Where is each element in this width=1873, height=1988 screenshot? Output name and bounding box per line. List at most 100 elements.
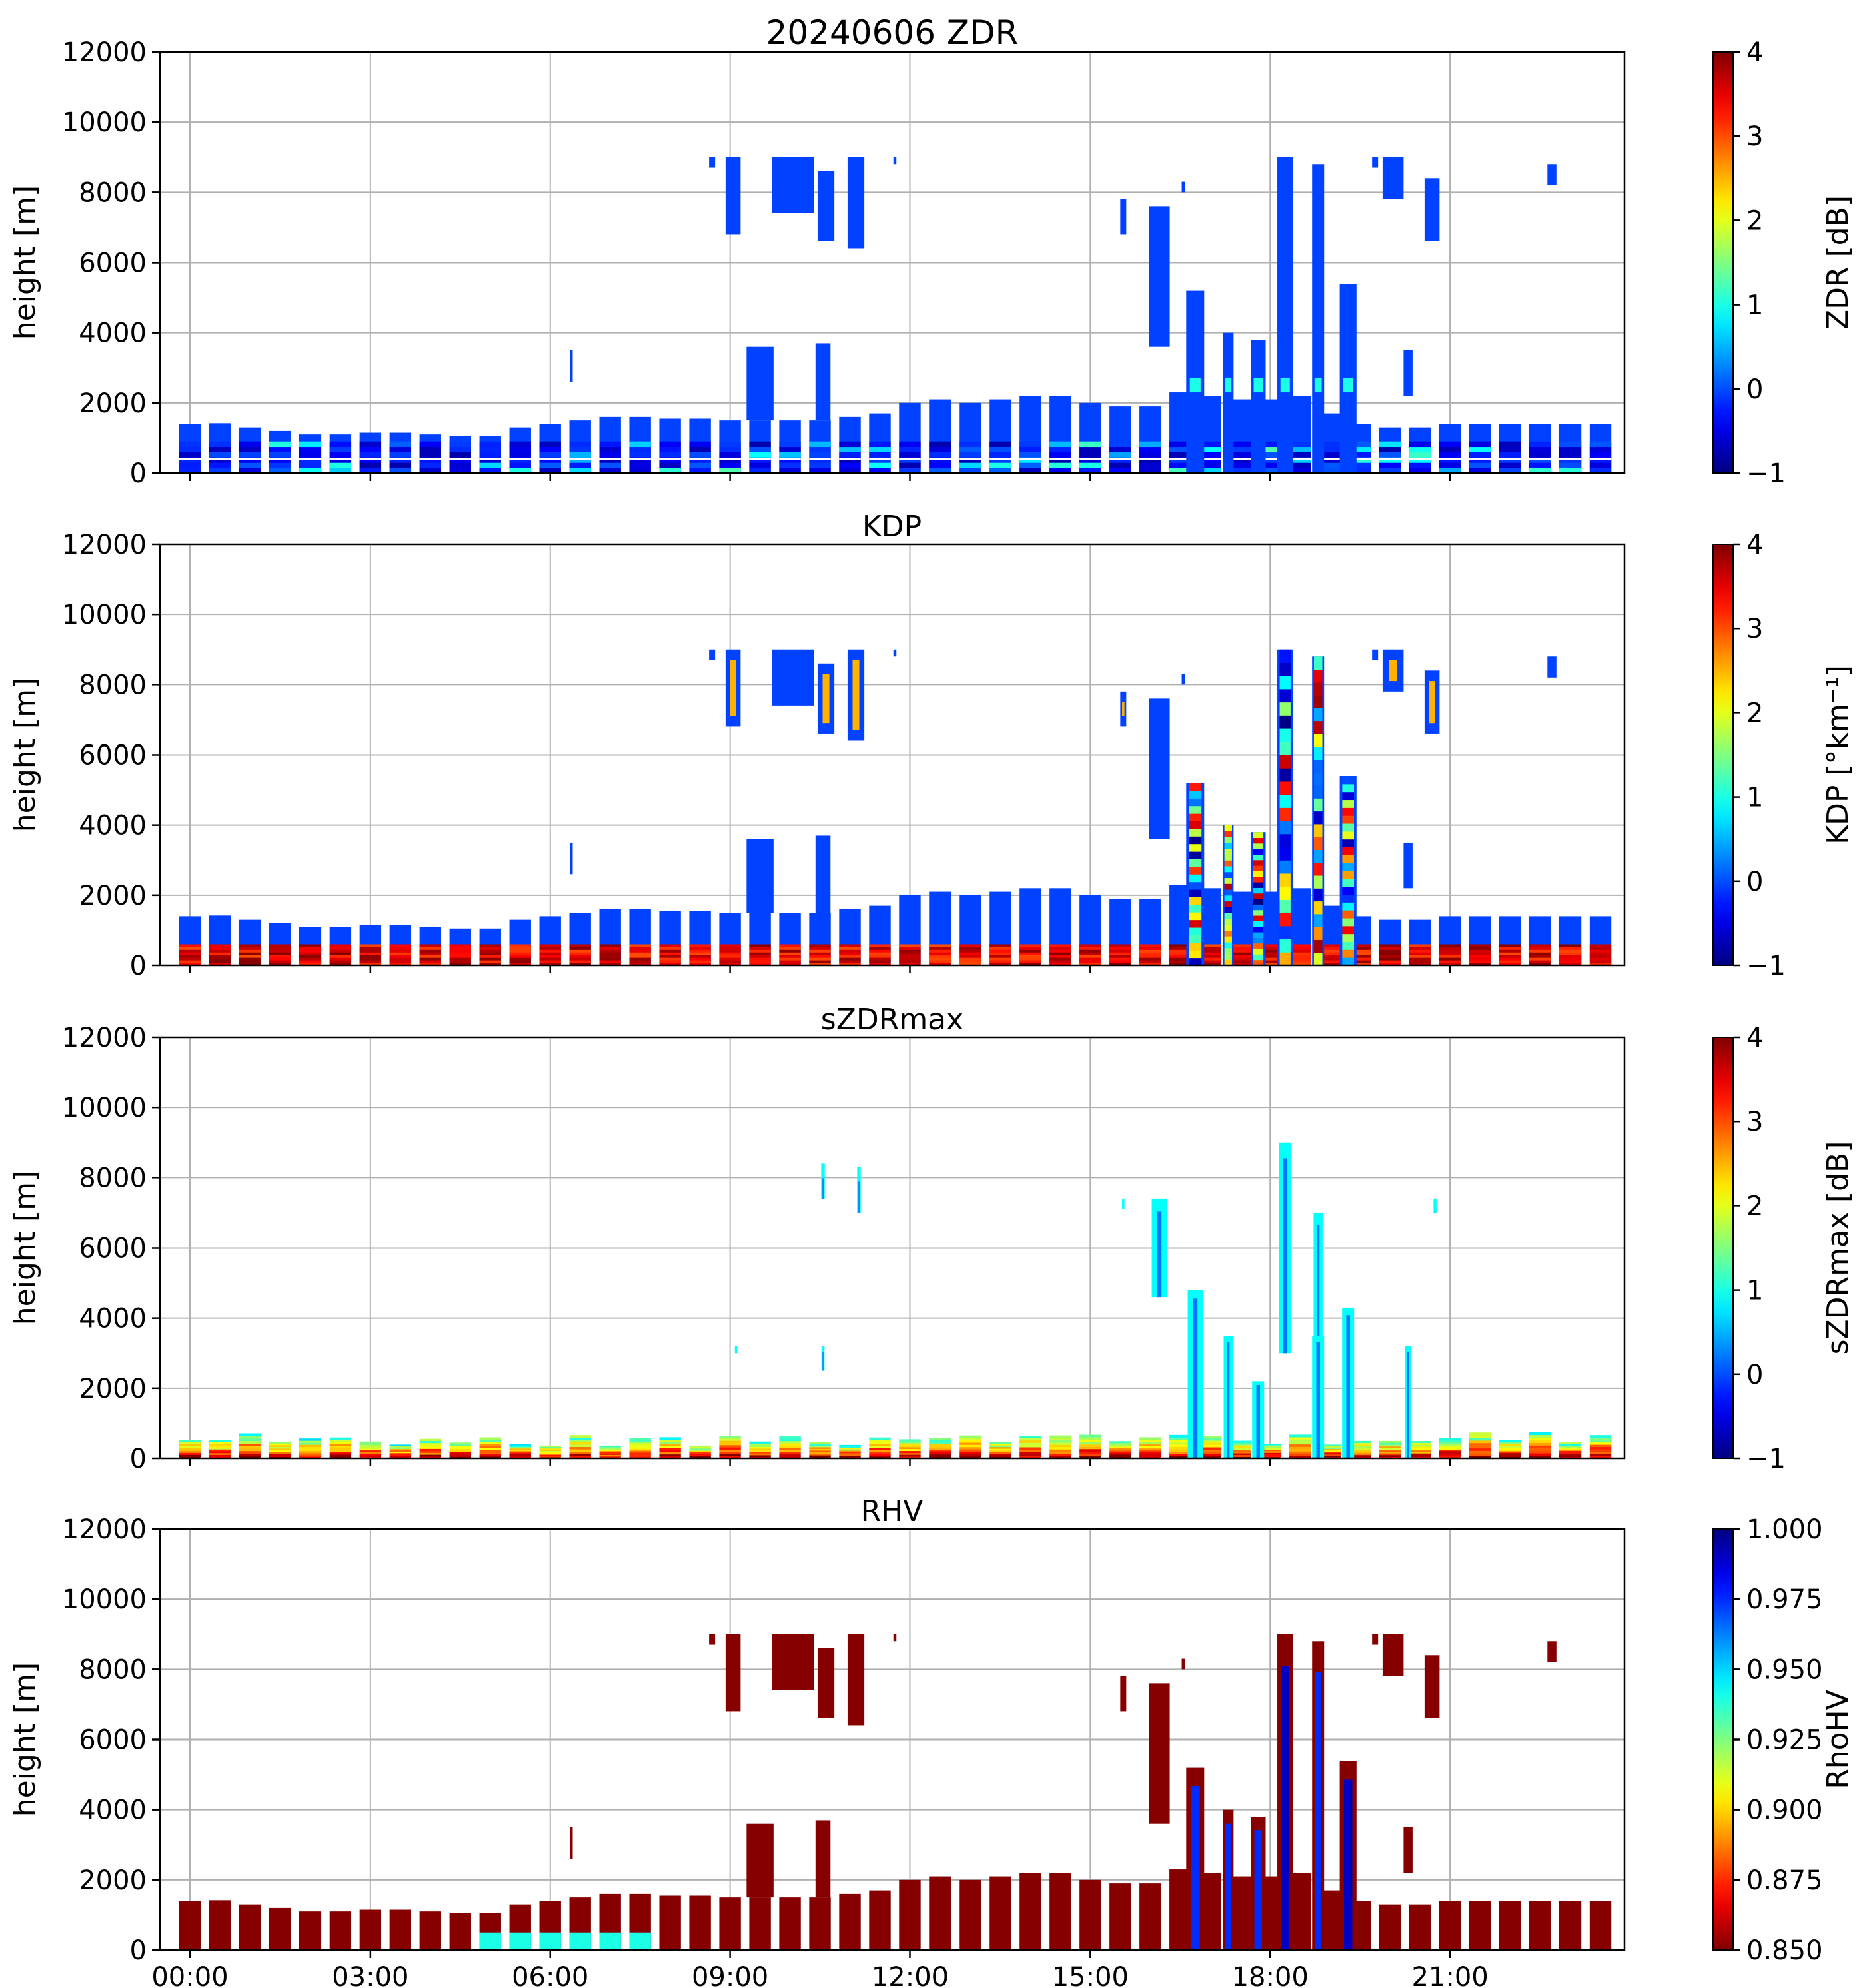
- colorbar-label: sZDRmax [dB]: [1821, 1141, 1855, 1355]
- kdp-scan-cell: [449, 960, 471, 963]
- szdr-scan-cell: [1049, 1451, 1071, 1454]
- szdr-scan-cell: [1079, 1444, 1101, 1447]
- szdr-scan-cell: [509, 1444, 531, 1446]
- kdp-scan-cell: [929, 947, 951, 950]
- kdp-scan-cell: [1169, 963, 1191, 965]
- storm-cell: [893, 1634, 897, 1642]
- kdp-scan-cell: [989, 963, 1011, 965]
- zdr-scan-cell: [689, 452, 711, 458]
- storm-cell: [817, 1648, 835, 1718]
- zdr-scan-cell: [1139, 452, 1161, 458]
- szdr-scan-cell: [1139, 1446, 1161, 1448]
- zdr-scan-cell: [899, 468, 921, 473]
- zdr-scan-cell: [1409, 441, 1431, 448]
- zdr-scan-cell: [1559, 452, 1582, 458]
- kdp-scan-cell: [809, 957, 831, 961]
- szdr-scan-cell: [1559, 1450, 1582, 1452]
- kdp-scan-cell: [1049, 957, 1071, 961]
- kdp-scan-cell: [1589, 960, 1612, 963]
- szdr-scan-cell: [929, 1456, 951, 1458]
- kdp-storm-cell: [1279, 688, 1291, 703]
- szdr-scan-cell: [239, 1456, 261, 1458]
- kdp-storm-cell: [1224, 959, 1232, 965]
- szdr-scan-cell: [1349, 1449, 1371, 1452]
- szdr-scan-cell: [1289, 1442, 1311, 1445]
- rhv-storm-core: [1315, 1672, 1321, 1950]
- kdp-scan-cell: [869, 944, 891, 947]
- kdp-storm-cell: [1224, 842, 1232, 849]
- kdp-scan-cell: [179, 952, 201, 955]
- kdp-storm-cell: [1253, 937, 1264, 944]
- kdp-scan-cell: [1379, 944, 1401, 947]
- kdp-scan-cell: [1409, 957, 1431, 961]
- szdr-scan-cell: [1469, 1435, 1491, 1438]
- storm-cell: [772, 649, 814, 706]
- kdp-scan-cell: [1319, 960, 1341, 963]
- szdr-scan-cell: [1589, 1456, 1612, 1458]
- szdr-scan-cell: [1319, 1447, 1341, 1450]
- szdr-scan-cell: [1439, 1452, 1461, 1455]
- kdp-scan-cell: [1019, 955, 1041, 958]
- kdp-scan-cell: [1589, 949, 1612, 953]
- szdr-scan-cell: [1379, 1440, 1401, 1443]
- szdr-scan-cell: [1079, 1451, 1101, 1454]
- szdr-scan-cell: [869, 1446, 891, 1448]
- szdr-scan-cell: [659, 1445, 681, 1448]
- kdp-storm-cell: [1253, 921, 1264, 927]
- szdr-scan-cell: [839, 1448, 861, 1451]
- szdr-scan-cell: [1589, 1442, 1612, 1445]
- kdp-scan-cell: [1259, 960, 1281, 963]
- kdp-scan-cell: [329, 955, 352, 958]
- kdp-scan-cell: [419, 955, 442, 958]
- zdr-scan-cell: [1529, 446, 1551, 452]
- kdp-scan-cell: [1049, 952, 1071, 955]
- kdp-storm-cell: [1279, 925, 1291, 940]
- kdp-scan-cell: [1109, 952, 1131, 955]
- zdr-scan-cell: [1559, 446, 1582, 452]
- colorbar-tick-label: 0.925: [1746, 1725, 1823, 1756]
- rhv-scan-column: [1559, 1901, 1582, 1950]
- kdp-scan-cell: [1379, 963, 1401, 965]
- zdr-scan-gap: [689, 458, 711, 460]
- szdr-scan-cell: [1019, 1454, 1041, 1457]
- kdp-scan-cell: [779, 955, 801, 958]
- kdp-scan-cell: [1469, 960, 1491, 963]
- storm-cell: [1382, 157, 1404, 199]
- kdp-storm-cell: [1224, 941, 1232, 949]
- kdp-storm-cell: [1253, 854, 1264, 861]
- zdr-scan-cell: [929, 452, 951, 458]
- kdp-storm-cell: [1342, 933, 1355, 943]
- kdp-storm-cell: [1279, 728, 1291, 742]
- zdr-scan-cell: [269, 462, 291, 468]
- zdr-scan-cell: [419, 446, 442, 452]
- y-tick-label: 10000: [62, 600, 147, 630]
- zdr-scan-cell: [1589, 452, 1612, 458]
- kdp-scan-cell: [239, 952, 261, 955]
- kdp-scan-cell: [989, 944, 1011, 947]
- colorbar-tick-label: 0.875: [1746, 1865, 1823, 1896]
- rhv-scan-column: [1049, 1873, 1071, 1950]
- zdr-scan-cell: [839, 446, 861, 452]
- zdr-scan-cell: [389, 468, 412, 473]
- szdr-scan-cell: [869, 1450, 891, 1453]
- storm-cell: [1424, 178, 1440, 241]
- rhv-scan-column: [299, 1911, 322, 1950]
- zdr-scan-cell: [989, 441, 1011, 448]
- kdp-scan-cell: [1169, 960, 1191, 963]
- kdp-scan-cell: [839, 949, 861, 953]
- kdp-scan-cell: [1049, 963, 1071, 965]
- kdp-scan-cell: [1559, 952, 1582, 955]
- zdr-scan-cell: [869, 462, 891, 468]
- szdr-scan-cell: [719, 1454, 741, 1457]
- kdp-scan-cell: [869, 957, 891, 961]
- kdp-scan-cell: [1439, 963, 1461, 965]
- zdr-scan-cell: [509, 446, 531, 452]
- szdr-scan-cell: [449, 1448, 471, 1451]
- zdr-scan-gap: [1079, 458, 1101, 460]
- zdr-scan-cell: [569, 441, 591, 448]
- szdr-scan-cell: [239, 1440, 261, 1444]
- kdp-scan-cell: [599, 944, 621, 947]
- kdp-scan-cell: [1109, 957, 1131, 961]
- szdr-scan-cell: [1499, 1447, 1521, 1450]
